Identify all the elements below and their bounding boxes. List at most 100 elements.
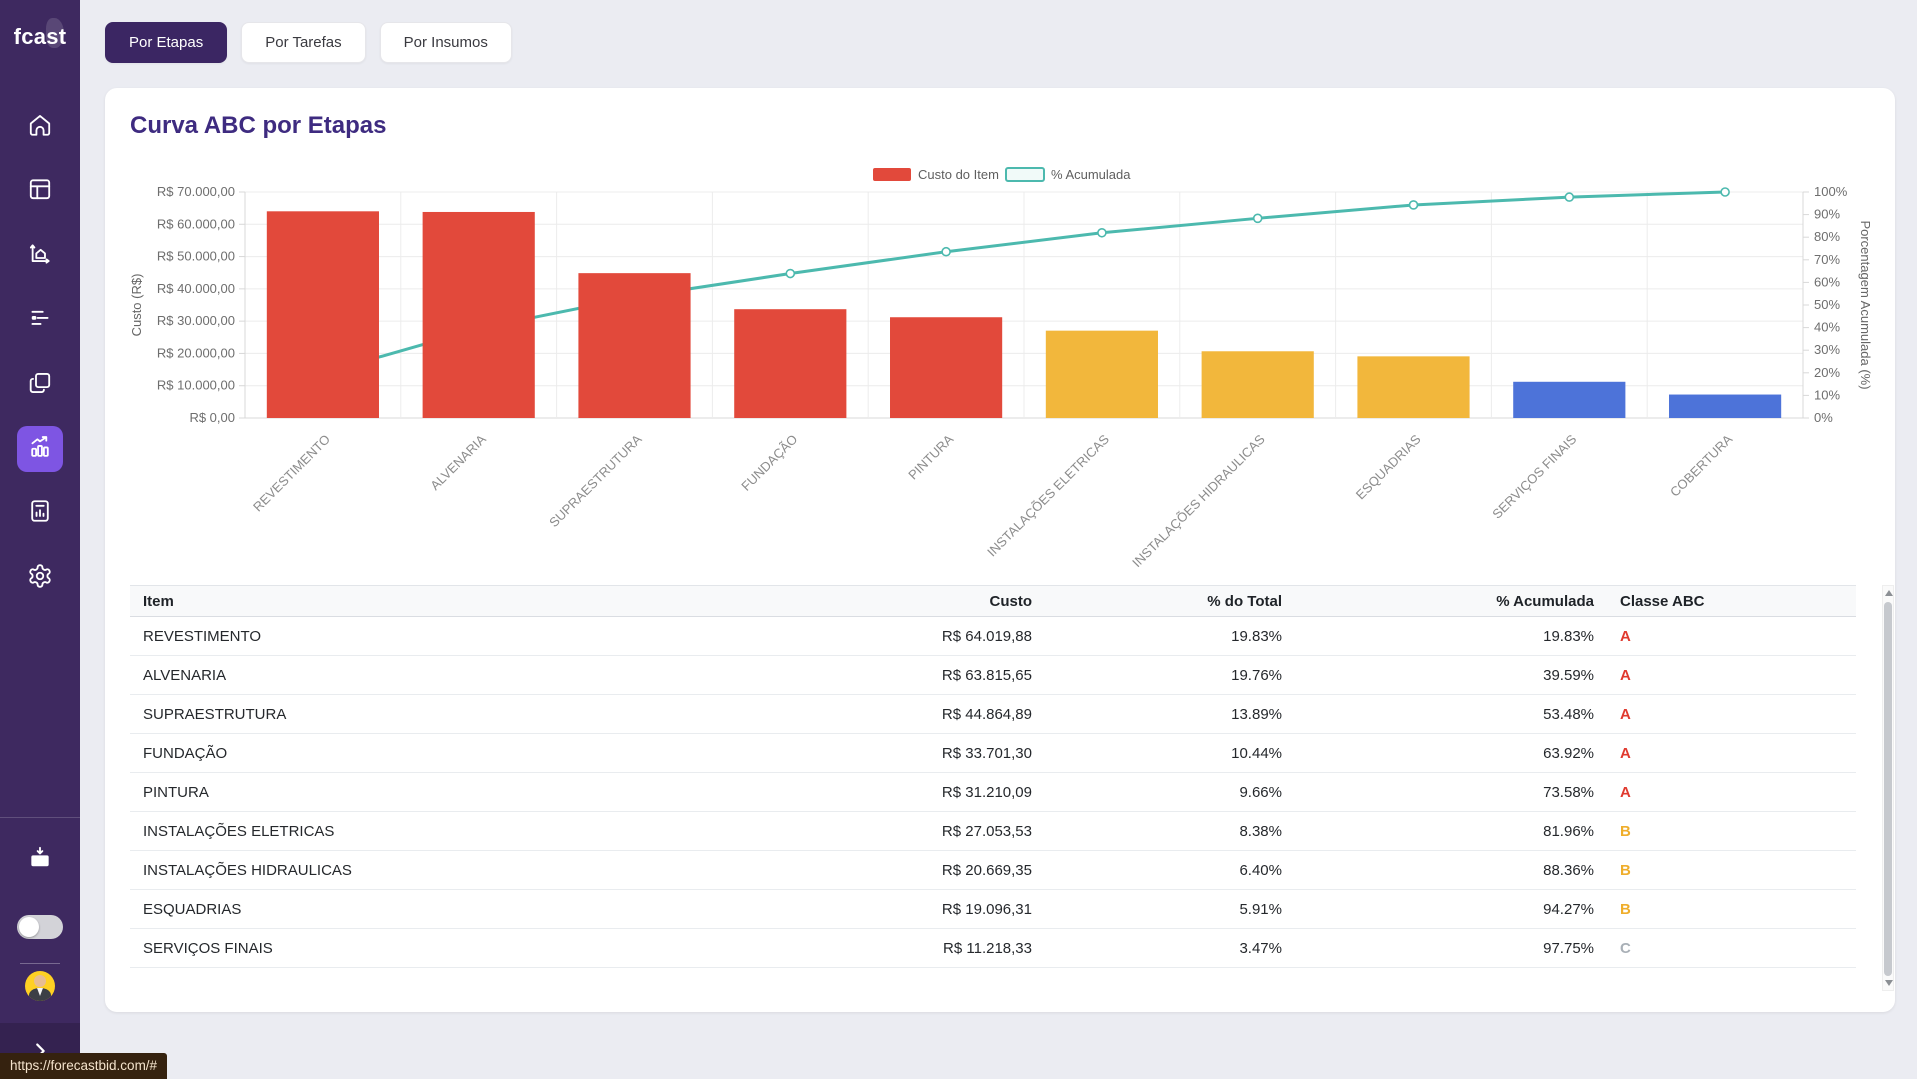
line-marker[interactable] bbox=[1408, 200, 1419, 210]
abc-pareto-chart: R$ 0,00 R$ 10.000,00 R$ 20.000,00 R$ 30.000… bbox=[129, 167, 1873, 570]
table-scrollbar[interactable] bbox=[1882, 585, 1894, 991]
line-marker[interactable] bbox=[1564, 192, 1575, 202]
page-title: Curva ABC por Etapas bbox=[130, 112, 387, 139]
sidebar-item-documents[interactable] bbox=[17, 362, 63, 408]
line-marker[interactable] bbox=[1097, 227, 1107, 238]
sidebar-item-layout[interactable] bbox=[17, 168, 63, 214]
sidebar-item-settings[interactable] bbox=[17, 555, 63, 601]
y-axis-left-tick-label: R$ 40.000,00 bbox=[157, 281, 235, 296]
y-axis-left-title: Custo (R$) bbox=[129, 274, 144, 337]
scrollbar-thumb[interactable] bbox=[1884, 602, 1892, 976]
app-logo[interactable]: fcast bbox=[0, 18, 80, 50]
table-row[interactable]: ALVENARIA R$ 63.815,65 19.76% 39.59% A bbox=[130, 655, 1856, 695]
y-axis-left-tick-label: R$ 10.000,00 bbox=[157, 378, 235, 393]
y-axis-right-tick-label: 10% bbox=[1814, 387, 1840, 402]
legend-item-acumulada[interactable]: % Acumulada bbox=[1005, 167, 1131, 182]
y-axis-left-tick-label: R$ 50.000,00 bbox=[157, 249, 235, 264]
cell-custo: R$ 19.096,31 bbox=[870, 889, 1032, 929]
legend-item-custo[interactable]: Custo do Item bbox=[873, 167, 999, 182]
settings-icon bbox=[27, 563, 53, 594]
bar-fundação[interactable] bbox=[734, 309, 847, 418]
cell-classe-abc: A bbox=[1594, 694, 1856, 734]
user-avatar[interactable] bbox=[25, 971, 55, 1001]
toggle-knob bbox=[19, 917, 39, 937]
y-axis-right-tick-label: 100% bbox=[1814, 184, 1848, 199]
cell-pct-total: 19.83% bbox=[1032, 616, 1282, 656]
y-axis-left-tick-label: R$ 20.000,00 bbox=[157, 345, 235, 360]
table-row[interactable]: FUNDAÇÃO R$ 33.701,30 10.44% 63.92% A bbox=[130, 733, 1856, 773]
cell-classe-abc: A bbox=[1594, 616, 1856, 656]
line-marker[interactable] bbox=[1720, 187, 1730, 197]
legend-label: % Acumulada bbox=[1051, 167, 1131, 182]
cell-pct-total: 9.66% bbox=[1032, 772, 1282, 812]
table-row[interactable]: ESQUADRIAS R$ 19.096,31 5.91% 94.27% B bbox=[130, 889, 1856, 929]
sidebar-mini-divider bbox=[20, 963, 60, 964]
line-marker[interactable] bbox=[1252, 213, 1263, 224]
cell-pct-acumulada: 94.27% bbox=[1282, 889, 1594, 929]
legend-label: Custo do Item bbox=[918, 167, 999, 182]
cell-classe-abc: C bbox=[1594, 928, 1856, 968]
bar-instalações-hidraulicas[interactable] bbox=[1201, 351, 1314, 418]
x-axis-label: COBERTURA bbox=[1667, 431, 1735, 499]
abc-curve-card: Curva ABC por Etapas R$ 0,00 R$ 10.000,00… bbox=[105, 88, 1895, 1012]
column-header--acumulada: % Acumulada bbox=[1282, 585, 1594, 617]
y-axis-right-tick-label: 20% bbox=[1814, 365, 1840, 380]
theme-toggle[interactable] bbox=[17, 915, 63, 939]
abc-table-wrap: Item Custo% do Total% Acumulada Classe ABC… bbox=[130, 585, 1894, 991]
table-row[interactable]: REVESTIMENTO R$ 64.019,88 19.83% 19.83% A bbox=[130, 616, 1856, 656]
cell-classe-abc: B bbox=[1594, 850, 1856, 890]
bar-pintura[interactable] bbox=[890, 317, 1003, 418]
layout-icon bbox=[27, 176, 53, 207]
cell-custo: R$ 11.218,33 bbox=[870, 928, 1032, 968]
x-axis-label: ALVENARIA bbox=[427, 431, 489, 493]
cell-custo: R$ 31.210,09 bbox=[870, 772, 1032, 812]
cell-item: ESQUADRIAS bbox=[130, 889, 870, 929]
column-header--do-total: % do Total bbox=[1032, 585, 1282, 617]
scroll-up-icon[interactable] bbox=[1885, 590, 1893, 596]
bar-instalações-eletricas[interactable] bbox=[1045, 330, 1158, 418]
cell-pct-acumulada: 81.96% bbox=[1282, 811, 1594, 851]
bar-supraestrutura[interactable] bbox=[578, 273, 691, 418]
cell-item: SUPRAESTRUTURA bbox=[130, 694, 870, 734]
cell-pct-acumulada: 53.48% bbox=[1282, 694, 1594, 734]
tab-por-insumos[interactable]: Por Insumos bbox=[379, 22, 512, 63]
home-icon bbox=[27, 112, 53, 143]
line-marker[interactable] bbox=[941, 246, 951, 257]
view-tabs: Por Etapas Por Tarefas Por Insumos bbox=[105, 22, 512, 63]
tab-por-etapas[interactable]: Por Etapas bbox=[105, 22, 228, 63]
sidebar-item-gantt[interactable] bbox=[17, 297, 63, 343]
bar-cobertura[interactable] bbox=[1669, 394, 1782, 418]
y-axis-right-title: Porcentagem Acumulada (%) bbox=[1858, 220, 1873, 389]
y-axis-right-tick-label: 60% bbox=[1814, 274, 1840, 289]
tab-por-tarefas[interactable]: Por Tarefas bbox=[241, 22, 366, 63]
table-row[interactable]: INSTALAÇÕES ELETRICAS R$ 27.053,53 8.38% 81… bbox=[130, 811, 1856, 851]
sidebar-item-home[interactable] bbox=[17, 104, 63, 150]
cell-pct-total: 8.38% bbox=[1032, 811, 1282, 851]
bar-esquadrias[interactable] bbox=[1357, 356, 1470, 418]
scroll-down-icon[interactable] bbox=[1885, 980, 1893, 986]
line-marker[interactable] bbox=[785, 268, 796, 279]
sidebar-item-report[interactable] bbox=[17, 490, 63, 536]
bar-alvenaria[interactable] bbox=[422, 211, 535, 418]
bar-revestimento[interactable] bbox=[266, 211, 379, 418]
sidebar-item-projects[interactable] bbox=[17, 837, 63, 883]
cell-custo: R$ 64.019,88 bbox=[870, 616, 1032, 656]
table-row[interactable]: PINTURA R$ 31.210,09 9.66% 73.58% A bbox=[130, 772, 1856, 812]
cell-classe-abc: B bbox=[1594, 889, 1856, 929]
sidebar-item-analytics[interactable] bbox=[17, 426, 63, 472]
cell-item: INSTALAÇÕES HIDRAULICAS bbox=[130, 850, 870, 890]
sidebar-item-planning[interactable] bbox=[17, 233, 63, 279]
bar-serviços-finais[interactable] bbox=[1513, 381, 1626, 418]
cumulative-line bbox=[322, 190, 1726, 375]
logo-text: fcast bbox=[13, 24, 67, 49]
table-row[interactable]: SUPRAESTRUTURA R$ 44.864,89 13.89% 53.48% A bbox=[130, 694, 1856, 734]
table-row[interactable]: INSTALAÇÕES HIDRAULICAS R$ 20.669,35 6.40%… bbox=[130, 850, 1856, 890]
sidebar-divider bbox=[0, 817, 80, 818]
table-row[interactable]: SERVIÇOS FINAIS R$ 11.218,33 3.47% 97.75% C bbox=[130, 928, 1856, 968]
cell-item: REVESTIMENTO bbox=[130, 616, 870, 656]
x-axis-label: PINTURA bbox=[905, 431, 956, 482]
cell-pct-acumulada: 88.36% bbox=[1282, 850, 1594, 890]
y-axis-left-tick-label: R$ 60.000,00 bbox=[157, 216, 235, 231]
cell-pct-acumulada: 39.59% bbox=[1282, 655, 1594, 695]
cell-custo: R$ 44.864,89 bbox=[870, 694, 1032, 734]
